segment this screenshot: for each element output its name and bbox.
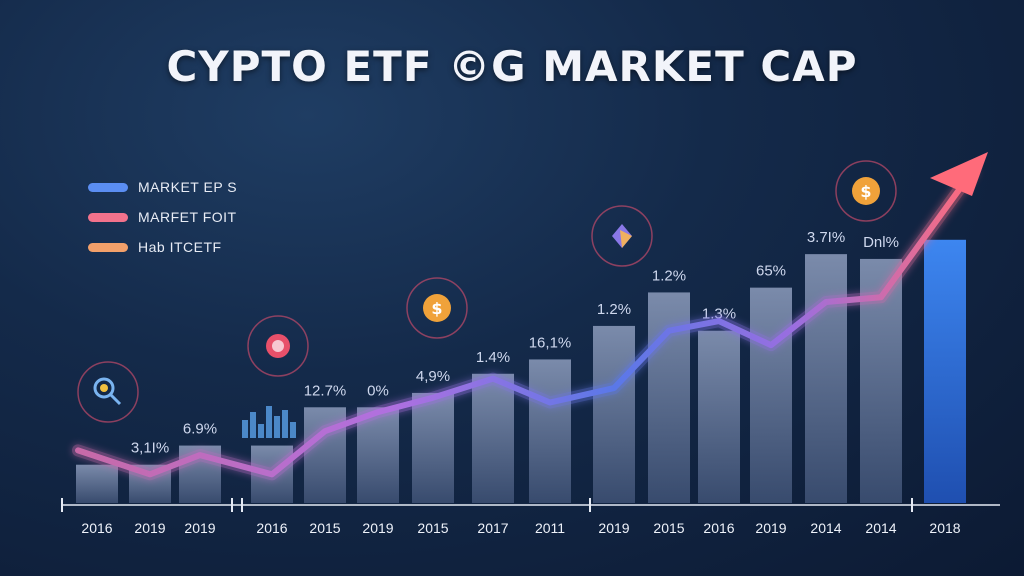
x-tick-label: 2014	[810, 520, 841, 536]
legend-item-market-foit: MARFET FOIT	[88, 202, 237, 232]
data-label: 3.7I%	[807, 229, 845, 246]
bar	[750, 287, 792, 503]
x-tick-label: 2019	[755, 520, 786, 536]
svg-text:$: $	[431, 299, 442, 318]
x-tick-label: 2015	[417, 520, 448, 536]
bar	[412, 392, 454, 503]
legend-item-hab-itcetf: Hab ITCETF	[88, 232, 237, 262]
data-label: 1.4%	[476, 349, 510, 366]
dollar-coin-icon: $	[406, 277, 468, 339]
city-skyline-icon	[242, 406, 296, 438]
legend-swatch	[88, 182, 128, 192]
trend-line	[75, 169, 975, 478]
legend-item-market-eps: MARKET EP S	[88, 172, 237, 202]
magnifier-coin-icon	[77, 361, 139, 423]
x-tick-label: 2017	[477, 520, 508, 536]
x-tick-label: 2015	[309, 520, 340, 536]
data-label: 6.9%	[183, 421, 217, 438]
x-tick-label: 2016	[81, 520, 112, 536]
legend-swatch	[88, 212, 128, 222]
x-tick-label: 2016	[703, 520, 734, 536]
bar	[529, 359, 571, 503]
data-label: 1.2%	[652, 267, 686, 284]
legend-label: Hab ITCETF	[138, 239, 222, 255]
data-label: 65%	[756, 263, 786, 280]
x-tick-label: 2014	[865, 520, 896, 536]
bar	[805, 254, 847, 503]
legend-label: MARFET FOIT	[138, 209, 237, 225]
data-label: 0%	[367, 382, 389, 399]
bar	[924, 239, 966, 504]
data-label: 1.2%	[597, 301, 631, 318]
x-tick-label: 2019	[184, 520, 215, 536]
bar	[76, 464, 118, 503]
trend-arrowhead	[930, 152, 988, 196]
x-tick-label: 2018	[929, 520, 960, 536]
bar	[472, 373, 514, 503]
x-tick-label: 2011	[535, 520, 565, 536]
chart-title: CYPTO ETF ©G MARKET CAP	[166, 42, 858, 91]
x-tick-label: 2019	[134, 520, 165, 536]
crystal-icon	[591, 205, 653, 267]
legend-swatch	[88, 242, 128, 252]
data-label: 4,9%	[416, 368, 450, 385]
bar	[698, 330, 740, 503]
legend: MARKET EP S MARFET FOIT Hab ITCETF	[88, 172, 237, 262]
x-tick-label: 2019	[362, 520, 393, 536]
bar	[593, 325, 635, 503]
svg-text:$: $	[860, 182, 871, 201]
data-label: 12.7%	[304, 382, 347, 399]
data-label: 16,1%	[529, 334, 572, 351]
x-tick-label: 2019	[598, 520, 629, 536]
brain-icon	[247, 315, 309, 377]
x-tick-label: 2016	[256, 520, 287, 536]
data-label: Dnl%	[863, 234, 899, 251]
legend-label: MARKET EP S	[138, 179, 238, 195]
x-tick-label: 2015	[653, 520, 684, 536]
dollar-coin-icon: $	[835, 160, 897, 222]
data-label: 3,1I%	[131, 440, 169, 457]
